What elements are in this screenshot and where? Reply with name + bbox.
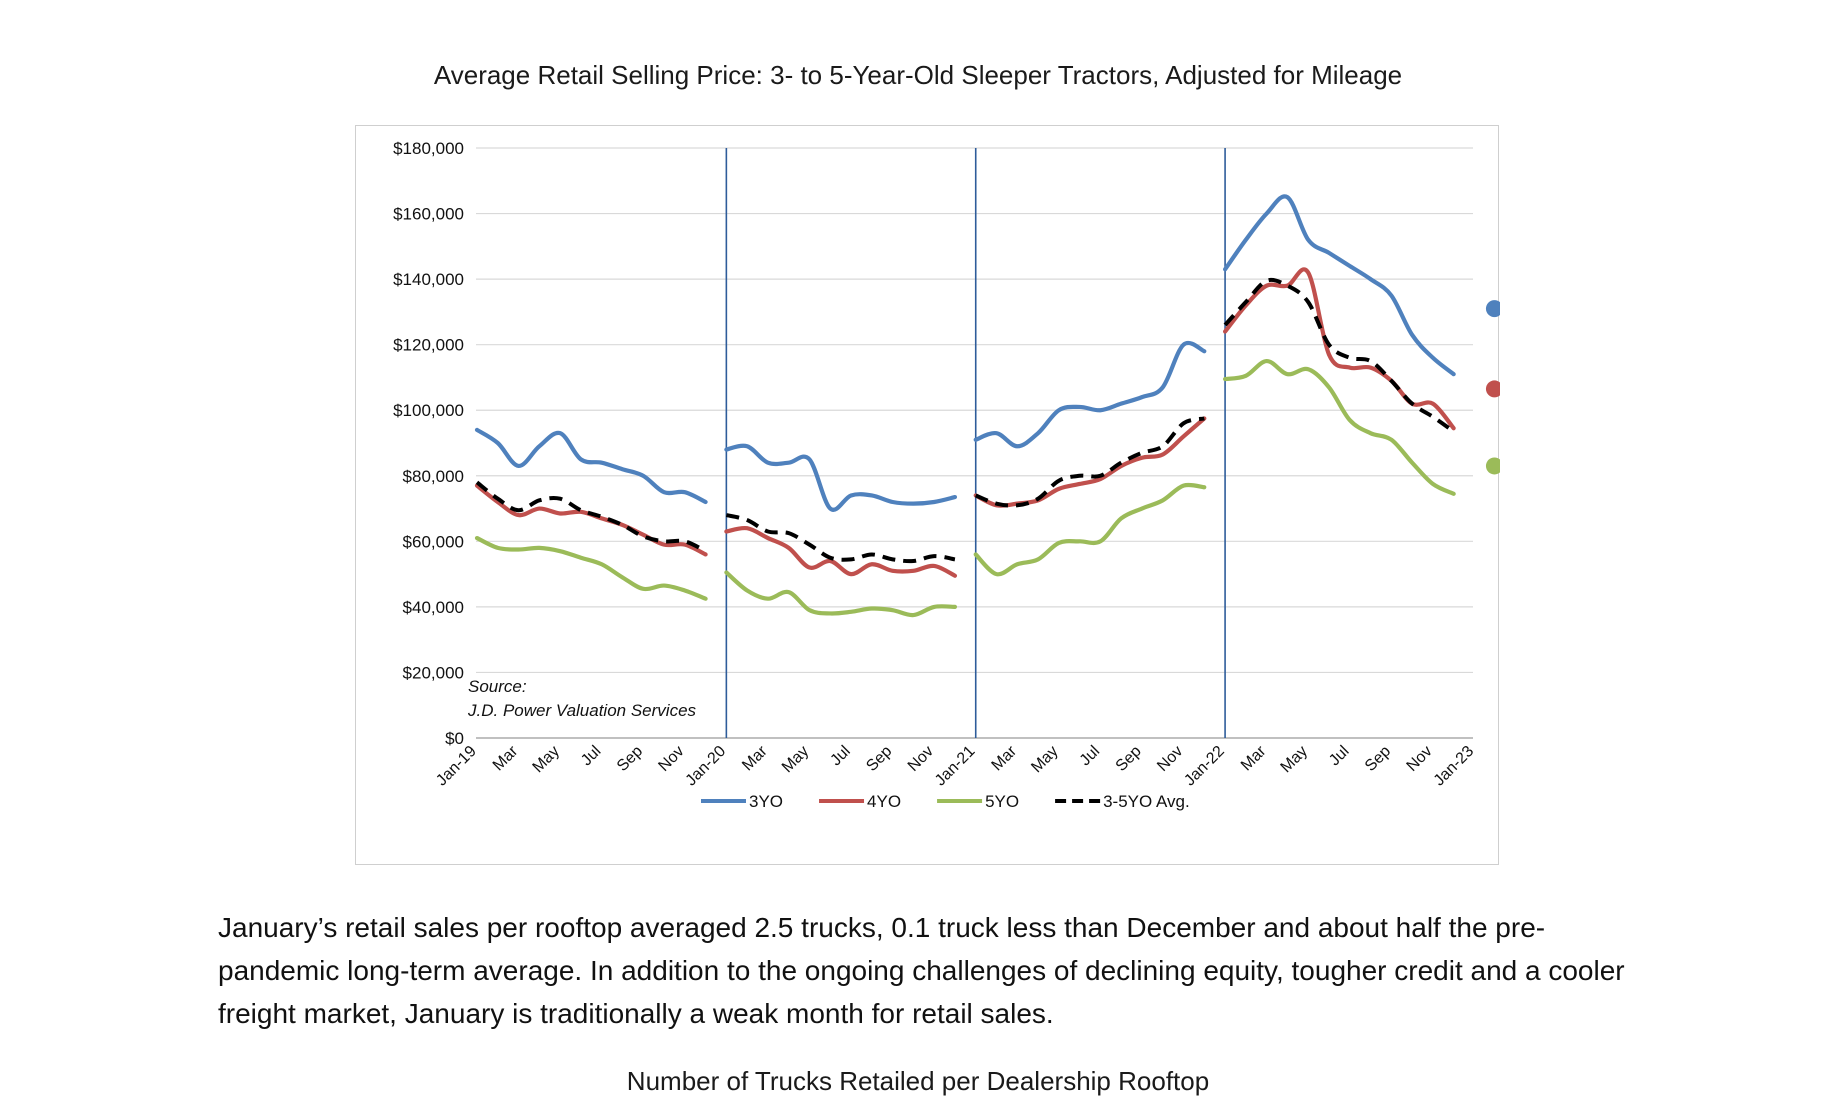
series-line-3-5yo-avg [725,513,956,564]
x-tick-label: Nov [655,743,687,775]
series-line-3yo [724,443,958,512]
source-note: J.D. Power Valuation Services [467,701,697,720]
page-title: Average Retail Selling Price: 3- to 5-Ye… [433,60,1403,90]
x-tick-label: May [530,743,563,776]
y-tick-label: $160,000 [393,205,464,224]
series-line-3yo [973,340,1207,449]
legend-label-3-5yo-avg: 3-5YO Avg. [1103,792,1190,811]
x-tick-label: May [1278,743,1311,776]
x-tick-label: Mar [1238,742,1270,774]
x-tick-label: Jan-21 [932,743,979,790]
series-line-3yo [474,427,708,505]
y-tick-label: $60,000 [403,532,464,551]
legend-label-3yo: 3YO [749,792,783,811]
chart-frame: $0 $20,000 $40,000 $60,000 $80,000 $100,000 $1… [355,125,1500,865]
x-tick-label: Nov [1404,743,1436,775]
series-3yo [474,194,1500,512]
x-tick-label: May [779,743,812,776]
y-tick-label: $40,000 [403,598,464,617]
y-tick-label: $140,000 [393,270,464,289]
line-chart: $0 $20,000 $40,000 $60,000 $80,000 $100,000 $1… [393,139,1500,811]
series-line-5yo [474,535,708,601]
series-line-4yo [474,483,708,557]
x-tick-label: Jul [1326,743,1352,769]
x-tick-label: Sep [1362,743,1394,775]
legend: 3YO 4YO 5YO 3-5YO Avg. [701,792,1190,811]
latest-point-5yo [1485,457,1500,475]
series-line-3yo [1222,194,1456,377]
x-tick-label: Jan-23 [1431,743,1478,790]
x-tick-label: Mar [490,742,522,774]
series-line-4yo [724,525,958,578]
x-tick-label: Jan-19 [433,743,480,790]
y-tick-label: $180,000 [393,139,464,158]
series-3-5yo-avg [475,277,1455,564]
series-5yo [474,358,1500,618]
x-tick-label: Nov [905,743,937,775]
x-tick-label: Jan-22 [1181,743,1228,790]
x-tick-label: Sep [614,743,646,775]
series-line-5yo [973,482,1207,577]
x-tick-label: May [1028,743,1061,776]
y-tick-label: $20,000 [403,663,464,682]
x-tick-label: Sep [863,743,895,775]
series-line-5yo [724,570,958,618]
body-paragraph: January’s retail sales per rooftop avera… [218,912,1625,1029]
series-line-3-5yo-avg [475,480,707,553]
series-line-5yo [1222,358,1456,496]
series-line-3-5yo-avg [1223,277,1455,434]
y-tick-label: $120,000 [393,336,464,355]
source-note: Source: [468,677,527,696]
next-chart-title: Number of Trucks Retailed per Dealership… [626,1066,1210,1096]
series-line-4yo [973,416,1207,508]
x-tick-label: Mar [989,742,1021,774]
y-tick-label: $0 [445,729,464,748]
x-tick-label: Jul [1077,743,1103,769]
x-tick-label: Nov [1154,743,1186,775]
y-tick-label: $80,000 [403,467,464,486]
latest-point-4yo [1485,380,1500,398]
x-tick-label: Jul [827,743,853,769]
latest-point-3yo [1485,300,1500,318]
x-tick-label: Sep [1113,743,1145,775]
legend-label-5yo: 5YO [985,792,1019,811]
y-tick-label: $100,000 [393,401,464,420]
legend-label-4yo: 4YO [867,792,901,811]
x-tick-label: Jul [578,743,604,769]
x-tick-label: Mar [739,742,771,774]
x-tick-label: Jan-20 [683,743,730,790]
